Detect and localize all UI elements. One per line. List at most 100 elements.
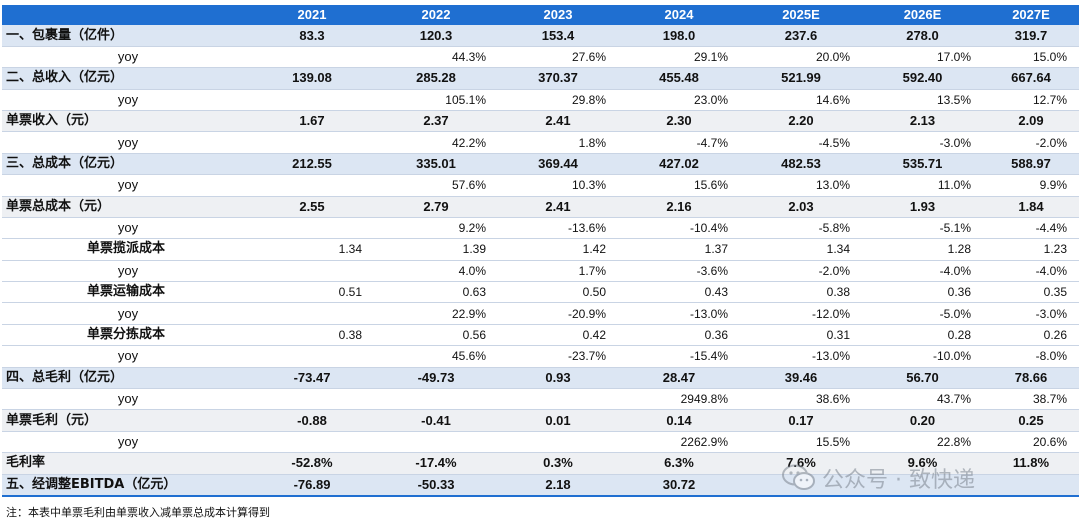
cell-2021 bbox=[250, 46, 374, 69]
cell-2024: 2949.8% bbox=[618, 388, 740, 411]
cell-2026e: -3.0% bbox=[862, 131, 983, 154]
cell-2024: -13.0% bbox=[618, 302, 740, 325]
cell-2027e: 15.0% bbox=[983, 46, 1079, 69]
row-label: 单票总成本（元） bbox=[2, 196, 250, 218]
cell-2025e: -4.5% bbox=[740, 131, 862, 154]
cell-2027e: 1.23 bbox=[983, 238, 1079, 261]
cell-2022: 9.2% bbox=[374, 217, 498, 240]
row-label: 单票运输成本 bbox=[2, 281, 250, 304]
cell-2024: 0.36 bbox=[618, 324, 740, 347]
cell-2022: 45.6% bbox=[374, 345, 498, 368]
table-row: 四、总毛利（亿元） -73.47 -49.73 0.93 28.47 39.46 56.70… bbox=[2, 367, 1079, 390]
cell-2025e: 2.20 bbox=[740, 110, 862, 133]
cell-2026e: 592.40 bbox=[862, 67, 983, 90]
row-label: 单票分拣成本 bbox=[2, 324, 250, 347]
cell-2022 bbox=[374, 431, 498, 454]
cell-2025e: -5.8% bbox=[740, 217, 862, 240]
cell-2023 bbox=[498, 388, 618, 411]
cell-2027e: 20.6% bbox=[983, 431, 1079, 454]
cell-2026e: 0.20 bbox=[862, 409, 983, 432]
row-label: yoy bbox=[2, 131, 250, 154]
cell-2027e: 2.09 bbox=[983, 110, 1079, 133]
cell-2023: 0.50 bbox=[498, 281, 618, 304]
row-label: yoy bbox=[2, 302, 250, 325]
yoy-row: yoy 2949.8% 38.6% 43.7% 38.7% bbox=[2, 388, 1079, 411]
cell-2021: -73.47 bbox=[250, 367, 374, 390]
cell-2025e: 15.5% bbox=[740, 431, 862, 454]
cell-2023: 29.8% bbox=[498, 89, 618, 111]
table-row: 单票分拣成本 0.38 0.56 0.42 0.36 0.31 0.28 0.26 bbox=[2, 324, 1079, 347]
cell-2023: 1.42 bbox=[498, 238, 618, 261]
cell-2022: 105.1% bbox=[374, 89, 498, 111]
table-row: 单票揽派成本 1.34 1.39 1.42 1.37 1.34 1.28 1.23 bbox=[2, 238, 1079, 261]
cell-2026e: 11.0% bbox=[862, 174, 983, 197]
cell-2021 bbox=[250, 217, 374, 240]
table-row: 单票收入（元） 1.67 2.37 2.41 2.30 2.20 2.13 2.09 bbox=[2, 110, 1079, 133]
cell-2021: 83.3 bbox=[250, 25, 374, 47]
row-label: yoy bbox=[2, 174, 250, 197]
header-cell-2024: 2024 bbox=[618, 5, 740, 26]
cell-2024: -4.7% bbox=[618, 131, 740, 154]
cell-2025e: -12.0% bbox=[740, 302, 862, 325]
cell-2022: -49.73 bbox=[374, 367, 498, 390]
cell-2026e: 1.93 bbox=[862, 196, 983, 218]
table-row: 二、总收入（亿元） 139.08 285.28 370.37 455.48 521.99 5… bbox=[2, 67, 1079, 90]
cell-2025e: 0.17 bbox=[740, 409, 862, 432]
table-row: 单票总成本（元） 2.55 2.79 2.41 2.16 2.03 1.93 1.84 bbox=[2, 196, 1079, 218]
header-cell-2027e: 2027E bbox=[983, 5, 1079, 26]
cell-2024: 427.02 bbox=[618, 153, 740, 176]
cell-2024: 0.14 bbox=[618, 409, 740, 432]
cell-2025e: 20.0% bbox=[740, 46, 862, 69]
cell-2026e: 13.5% bbox=[862, 89, 983, 111]
cell-2022: 1.39 bbox=[374, 238, 498, 261]
cell-2025e: 0.38 bbox=[740, 281, 862, 304]
cell-2025e: 7.6% bbox=[740, 452, 862, 475]
table-header: 2021 2022 2023 2024 2025E 2026E 2027E bbox=[2, 5, 1079, 26]
cell-2026e: -10.0% bbox=[862, 345, 983, 368]
cell-2026e: 0.28 bbox=[862, 324, 983, 347]
cell-2023: 1.8% bbox=[498, 131, 618, 154]
cell-2023: 27.6% bbox=[498, 46, 618, 69]
cell-2025e: -2.0% bbox=[740, 260, 862, 283]
cell-2027e: 0.35 bbox=[983, 281, 1079, 304]
cell-2026e: 43.7% bbox=[862, 388, 983, 411]
row-label: 三、总成本（亿元） bbox=[2, 153, 250, 176]
header-cell-2026e: 2026E bbox=[862, 5, 983, 26]
header-cell-2022: 2022 bbox=[374, 5, 498, 26]
yoy-row: yoy 44.3% 27.6% 29.1% 20.0% 17.0% 15.0% bbox=[2, 46, 1079, 69]
cell-2025e: 38.6% bbox=[740, 388, 862, 411]
cell-2024: 2.30 bbox=[618, 110, 740, 133]
cell-2023: 0.3% bbox=[498, 452, 618, 475]
cell-2023: 370.37 bbox=[498, 67, 618, 90]
table-row: 单票毛利（元） -0.88 -0.41 0.01 0.14 0.17 0.20 0.25 bbox=[2, 409, 1079, 432]
header-cell-2025e: 2025E bbox=[740, 5, 862, 26]
cell-2023: 0.93 bbox=[498, 367, 618, 390]
cell-2026e: 22.8% bbox=[862, 431, 983, 454]
cell-2021 bbox=[250, 388, 374, 411]
header-cell-2021: 2021 bbox=[250, 5, 374, 26]
cell-2025e: 39.46 bbox=[740, 367, 862, 390]
cell-2022: 57.6% bbox=[374, 174, 498, 197]
table-row: 单票运输成本 0.51 0.63 0.50 0.43 0.38 0.36 0.35 bbox=[2, 281, 1079, 304]
cell-2022: -17.4% bbox=[374, 452, 498, 475]
cell-2026e bbox=[862, 474, 983, 497]
row-label: yoy bbox=[2, 217, 250, 240]
row-label: yoy bbox=[2, 46, 250, 69]
cell-2027e: 9.9% bbox=[983, 174, 1079, 197]
cell-2027e: 1.84 bbox=[983, 196, 1079, 218]
cell-2024: 23.0% bbox=[618, 89, 740, 111]
table-row: 三、总成本（亿元） 212.55 335.01 369.44 427.02 482.53 5… bbox=[2, 153, 1079, 176]
cell-2027e: 0.26 bbox=[983, 324, 1079, 347]
row-label: 五、经调整EBITDA（亿元） bbox=[2, 474, 250, 497]
cell-2024: 2.16 bbox=[618, 196, 740, 218]
cell-2024: -15.4% bbox=[618, 345, 740, 368]
cell-2024: 15.6% bbox=[618, 174, 740, 197]
cell-2022: 22.9% bbox=[374, 302, 498, 325]
cell-2025e: 237.6 bbox=[740, 25, 862, 47]
cell-2026e: 0.36 bbox=[862, 281, 983, 304]
cell-2026e: -5.0% bbox=[862, 302, 983, 325]
row-label: 单票毛利（元） bbox=[2, 409, 250, 432]
yoy-row: yoy 45.6% -23.7% -15.4% -13.0% -10.0% -8.0% bbox=[2, 345, 1079, 368]
cell-2027e: 12.7% bbox=[983, 89, 1079, 111]
yoy-row: yoy 2262.9% 15.5% 22.8% 20.6% bbox=[2, 431, 1079, 454]
